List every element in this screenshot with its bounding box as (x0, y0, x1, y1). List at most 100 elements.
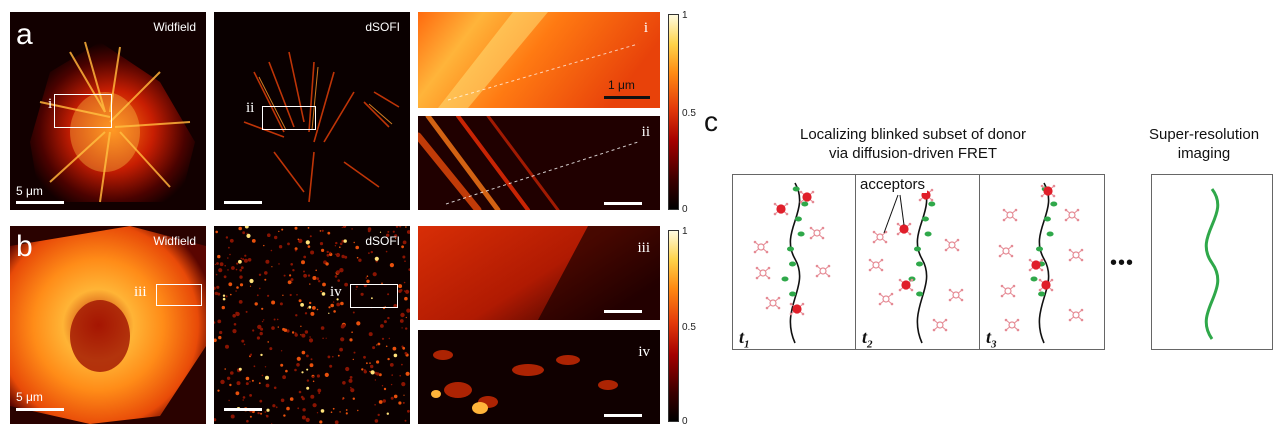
zoom-image-iv: iv (418, 330, 660, 424)
heading-localizing: Localizing blinked subset of donor via d… (768, 125, 1058, 163)
acceptor-molecule (1068, 248, 1084, 262)
widefield-image-a: Widfield a i 5 μm (10, 12, 206, 210)
acceptors-arrow (899, 194, 905, 226)
widefield-image-b: Widfield b iii 5 μm (10, 226, 206, 424)
heading-super-resolution-line1: Super-resolution (1148, 126, 1260, 143)
zoom-label-ii: ii (641, 124, 650, 140)
zoom-image-ii: ii (418, 116, 660, 210)
zoom-label-i: i (643, 20, 648, 36)
donor-dye (792, 186, 800, 192)
heading-super-resolution: Super-resolution imaging (1134, 125, 1274, 163)
donor-dye (1036, 246, 1043, 252)
acceptor-molecule (1038, 278, 1054, 292)
colorbar-b-tick-max: 1 (682, 226, 688, 237)
scalebar-label-a: 5 μm (16, 184, 43, 198)
zoom-scalebar-iv (604, 414, 642, 417)
acceptor-molecule (753, 240, 769, 254)
zoom-label-iv: iv (638, 344, 650, 360)
acceptor-molecule (809, 226, 825, 240)
donor-dye (781, 276, 789, 282)
dsofi-label-a: dSOFI (365, 20, 400, 34)
zoom-image-iii: iii (418, 226, 660, 320)
widefield-label-a: Widfield (153, 20, 196, 34)
donor-dye (789, 291, 797, 297)
roi-label-ii: ii (246, 100, 255, 116)
acceptor-molecule (815, 264, 831, 278)
acceptor-molecule (872, 230, 888, 244)
time-label-t2: t2 (862, 327, 873, 351)
colorbar-a-tick-max: 1 (682, 10, 688, 21)
acceptor-molecule (765, 296, 781, 310)
heading-localizing-line2: via diffusion-driven FRET (828, 145, 998, 162)
roi-label-iii: iii (134, 284, 147, 300)
acceptor-molecule (789, 302, 805, 316)
ellipsis: ••• (1110, 252, 1135, 274)
acceptor-molecule (998, 244, 1014, 258)
frame-t2: t2 acceptors (855, 174, 980, 351)
donor-dye (1050, 201, 1058, 207)
colorbar-b (668, 230, 679, 422)
acceptor-molecule (868, 258, 884, 272)
acceptors-arrow (883, 194, 899, 234)
donor-dye (928, 201, 936, 207)
roi-box-i (54, 94, 112, 128)
dsofi-image-a: dSOFI ii (214, 12, 410, 210)
acceptor-molecule (944, 238, 960, 252)
acceptor-molecule (1002, 208, 1018, 222)
acceptor-molecule (878, 292, 894, 306)
acceptor-molecule (1028, 258, 1044, 272)
donor-dye (794, 216, 802, 222)
acceptor-molecule (898, 278, 914, 292)
heading-super-resolution-line2: imaging (1177, 145, 1231, 162)
acceptor-molecule (1000, 284, 1016, 298)
zoom-label-iii: iii (637, 240, 650, 256)
donor-dye (921, 216, 929, 222)
zoom-scalebar-iii (604, 310, 642, 313)
donor-dye (797, 231, 805, 237)
donor-dye (1043, 216, 1051, 222)
scalebar-b (16, 408, 64, 411)
heading-localizing-line1: Localizing blinked subset of donor (800, 126, 1026, 143)
time-label-t1: t1 (739, 327, 750, 351)
acceptor-molecule (1064, 208, 1080, 222)
donor-chain (1038, 182, 1050, 344)
scalebar-dsofi-b (224, 408, 262, 411)
scalebar-label-b: 5 μm (16, 390, 43, 404)
panel-letter-b: b (16, 230, 33, 263)
colorbar-a-tick-min: 0 (682, 204, 688, 215)
donor-dye (1038, 291, 1046, 297)
dsofi-image-b: dSOFI iv (214, 226, 410, 424)
widefield-label-b: Widfield (153, 234, 196, 248)
acceptor-molecule (755, 266, 771, 280)
zoom-scalebar-ii (604, 202, 642, 205)
frame-t3: t3 (979, 174, 1105, 351)
frame-super-resolution (1151, 174, 1273, 350)
acceptor-molecule (1004, 318, 1020, 332)
time-label-t3: t3 (986, 327, 997, 351)
scalebar-a (16, 201, 64, 204)
dsofi-label-b: dSOFI (365, 234, 400, 248)
roi-label-iv: iv (330, 284, 342, 300)
donor-dye (1030, 276, 1038, 282)
acceptor-molecule (948, 288, 964, 302)
zoom-scalebar-i (604, 96, 650, 99)
donor-dye (801, 201, 809, 207)
donor-dye (924, 231, 932, 237)
donor-dye (914, 246, 921, 252)
colorbar-a-tick-mid: 0.5 (682, 108, 696, 119)
roi-box-ii (262, 106, 316, 130)
roi-box-iii (156, 284, 202, 306)
acceptor-molecule (932, 318, 948, 332)
colorbar-a (668, 14, 679, 210)
acceptor-molecule (1040, 184, 1056, 198)
donor-dye (916, 291, 924, 297)
colorbar-b-tick-min: 0 (682, 416, 688, 427)
zoom-image-i: i 1 μm (418, 12, 660, 108)
donor-dye (787, 246, 794, 252)
frame-t1: t1 (732, 174, 856, 351)
panel-letter-a: a (16, 18, 33, 51)
donor-chain (916, 182, 928, 344)
zoom-scalebar-label-i: 1 μm (608, 78, 635, 92)
panel-letter-c: c (704, 106, 718, 137)
acceptors-label: acceptors (858, 176, 928, 193)
